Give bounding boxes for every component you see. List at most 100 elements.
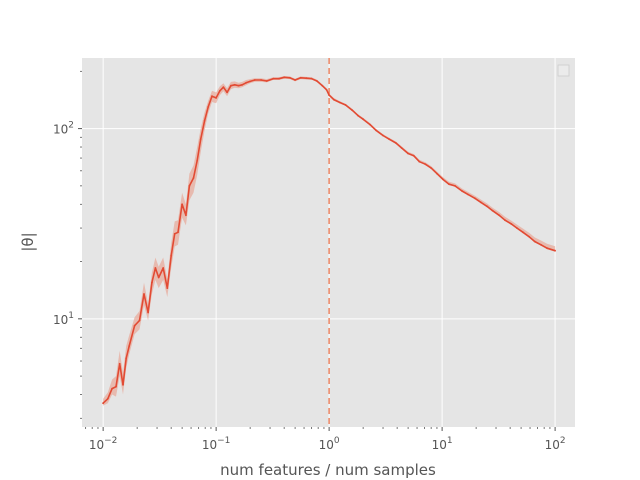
data-point: [325, 88, 328, 91]
data-point: [192, 177, 195, 179]
data-point: [310, 77, 313, 80]
data-point: [222, 86, 225, 89]
data-point: [474, 197, 476, 200]
data-point: [128, 345, 131, 347]
data-point: [125, 357, 128, 360]
data-point: [102, 402, 104, 405]
data-point: [546, 247, 548, 250]
data-point: [461, 190, 463, 192]
data-point: [294, 79, 296, 81]
y-tick-label: 102: [53, 121, 74, 137]
data-point: [245, 81, 248, 84]
data-point: [442, 178, 444, 181]
data-point: [305, 77, 308, 80]
data-point: [388, 138, 391, 141]
data-points: [102, 76, 556, 405]
data-point: [369, 123, 371, 126]
data-point: [133, 324, 136, 327]
data-point: [185, 214, 187, 217]
data-point: [424, 163, 427, 166]
data-point: [162, 267, 165, 269]
data-point: [332, 98, 335, 101]
legend-box: [557, 64, 570, 77]
data-point: [170, 254, 173, 257]
data-point: [362, 118, 364, 121]
data-point: [111, 387, 113, 390]
data-point: [203, 119, 206, 122]
data-point: [395, 142, 397, 144]
x-tick-label: 101: [432, 436, 453, 452]
data-point: [510, 223, 513, 225]
data-point: [491, 209, 494, 212]
data-point: [115, 385, 117, 388]
data-point: [138, 319, 141, 322]
data-point: [316, 80, 318, 82]
data-point: [283, 76, 286, 79]
data-point: [166, 287, 169, 289]
data-point: [430, 167, 433, 170]
x-tick-label: 10−2: [89, 436, 118, 452]
data-point: [289, 76, 291, 79]
data-point: [199, 138, 202, 141]
data-point: [467, 193, 470, 196]
data-point: [375, 129, 377, 132]
data-point: [151, 281, 153, 284]
data-point: [147, 311, 150, 314]
data-point: [412, 154, 415, 157]
data-point: [522, 231, 524, 234]
data-point: [118, 362, 121, 365]
data-point: [299, 76, 302, 79]
x-ticks: 10−2 10−1 100 101 102: [85, 427, 566, 452]
data-point: [418, 160, 421, 163]
data-point: [196, 159, 199, 162]
data-point: [219, 89, 221, 92]
data-point: [504, 219, 506, 222]
data-point: [143, 293, 145, 295]
data-point: [554, 249, 556, 252]
data-point: [177, 231, 179, 234]
data-point: [400, 147, 403, 150]
y-axis-label: |θ|: [19, 232, 37, 251]
data-point: [122, 383, 124, 386]
data-point: [181, 203, 184, 206]
data-point: [188, 185, 191, 187]
data-point: [253, 79, 256, 81]
data-point: [486, 205, 488, 208]
data-point: [173, 232, 176, 235]
data-point: [516, 227, 518, 230]
x-tick-label: 10−1: [202, 436, 231, 452]
data-point: [272, 77, 275, 80]
data-point: [260, 79, 262, 81]
data-point: [448, 183, 450, 186]
data-point: [154, 267, 157, 269]
data-point: [540, 243, 542, 246]
data-point: [157, 276, 160, 279]
data-point: [233, 83, 236, 86]
y-ticks: 101 102: [53, 70, 82, 419]
data-point: [226, 91, 229, 94]
data-point: [528, 235, 531, 238]
data-point: [339, 101, 341, 104]
data-point: [357, 114, 359, 117]
x-tick-label: 100: [319, 436, 340, 452]
data-point: [407, 152, 409, 155]
data-point: [241, 83, 244, 86]
x-axis-label: num features / num samples: [220, 461, 436, 479]
data-point: [106, 397, 109, 400]
data-point: [321, 84, 324, 87]
x-tick-label: 102: [545, 436, 566, 452]
data-point: [207, 106, 210, 108]
y-tick-label: 101: [53, 311, 74, 327]
data-point: [278, 77, 280, 80]
data-point: [479, 201, 482, 204]
data-point: [211, 95, 213, 98]
data-point: [328, 94, 330, 96]
data-point: [382, 134, 384, 137]
data-point: [249, 80, 252, 83]
data-point: [533, 240, 536, 243]
data-point: [351, 109, 354, 112]
data-point: [265, 80, 268, 82]
data-point: [436, 172, 438, 175]
data-point: [230, 84, 232, 87]
